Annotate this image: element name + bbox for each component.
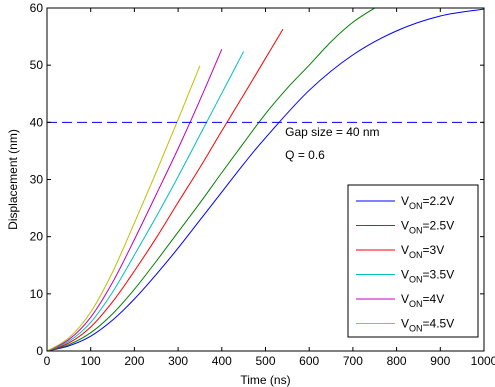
- series-line-0: [47, 8, 484, 351]
- y-tick-label: 30: [30, 173, 44, 187]
- y-tick-label: 60: [30, 1, 44, 15]
- x-tick-label: 200: [124, 354, 144, 368]
- series-line-2: [47, 28, 284, 351]
- x-tick-label: 0: [44, 354, 51, 368]
- legend-label-1: VON=2.5V: [401, 219, 454, 236]
- legend-label-3: VON=3.5V: [401, 268, 454, 285]
- y-tick-label: 20: [30, 230, 44, 244]
- y-axis-label: Displacement (nm): [6, 129, 20, 230]
- legend: VON=2.2V VON=2.5V VON=3V VON=3.5V VON=4V VON=…: [347, 184, 479, 338]
- x-tick-label: 700: [343, 354, 363, 368]
- legend-label-0: VON=2.2V: [401, 194, 454, 211]
- series-line-5: [47, 65, 201, 351]
- series-line-4: [47, 48, 223, 351]
- x-axis-label: Time (ns): [240, 373, 290, 387]
- x-tick-label: 900: [430, 354, 450, 368]
- legend-box: [347, 184, 479, 338]
- y-tick-label: 10: [30, 287, 44, 301]
- x-tick-label: 600: [299, 354, 319, 368]
- x-tick-label: 1000: [471, 354, 495, 368]
- x-tick-label: 500: [255, 354, 275, 368]
- series-line-3: [47, 51, 245, 351]
- legend-label-2: VON=3V: [401, 243, 444, 260]
- y-tick-label: 40: [30, 115, 44, 129]
- x-tick-label: 300: [168, 354, 188, 368]
- x-tick-label: 800: [387, 354, 407, 368]
- x-tick-label: 100: [81, 354, 101, 368]
- y-tick-label: 0: [36, 344, 43, 358]
- legend-label-4: VON=4V: [401, 292, 444, 309]
- series-line-1: [47, 8, 376, 351]
- y-tick-label: 50: [30, 58, 44, 72]
- q-factor-annotation: Q = 0.6: [285, 148, 325, 162]
- legend-label-5: VON=4.5V: [401, 317, 454, 334]
- gap-size-annotation: Gap size = 40 nm: [285, 125, 379, 139]
- x-tick-label: 400: [212, 354, 232, 368]
